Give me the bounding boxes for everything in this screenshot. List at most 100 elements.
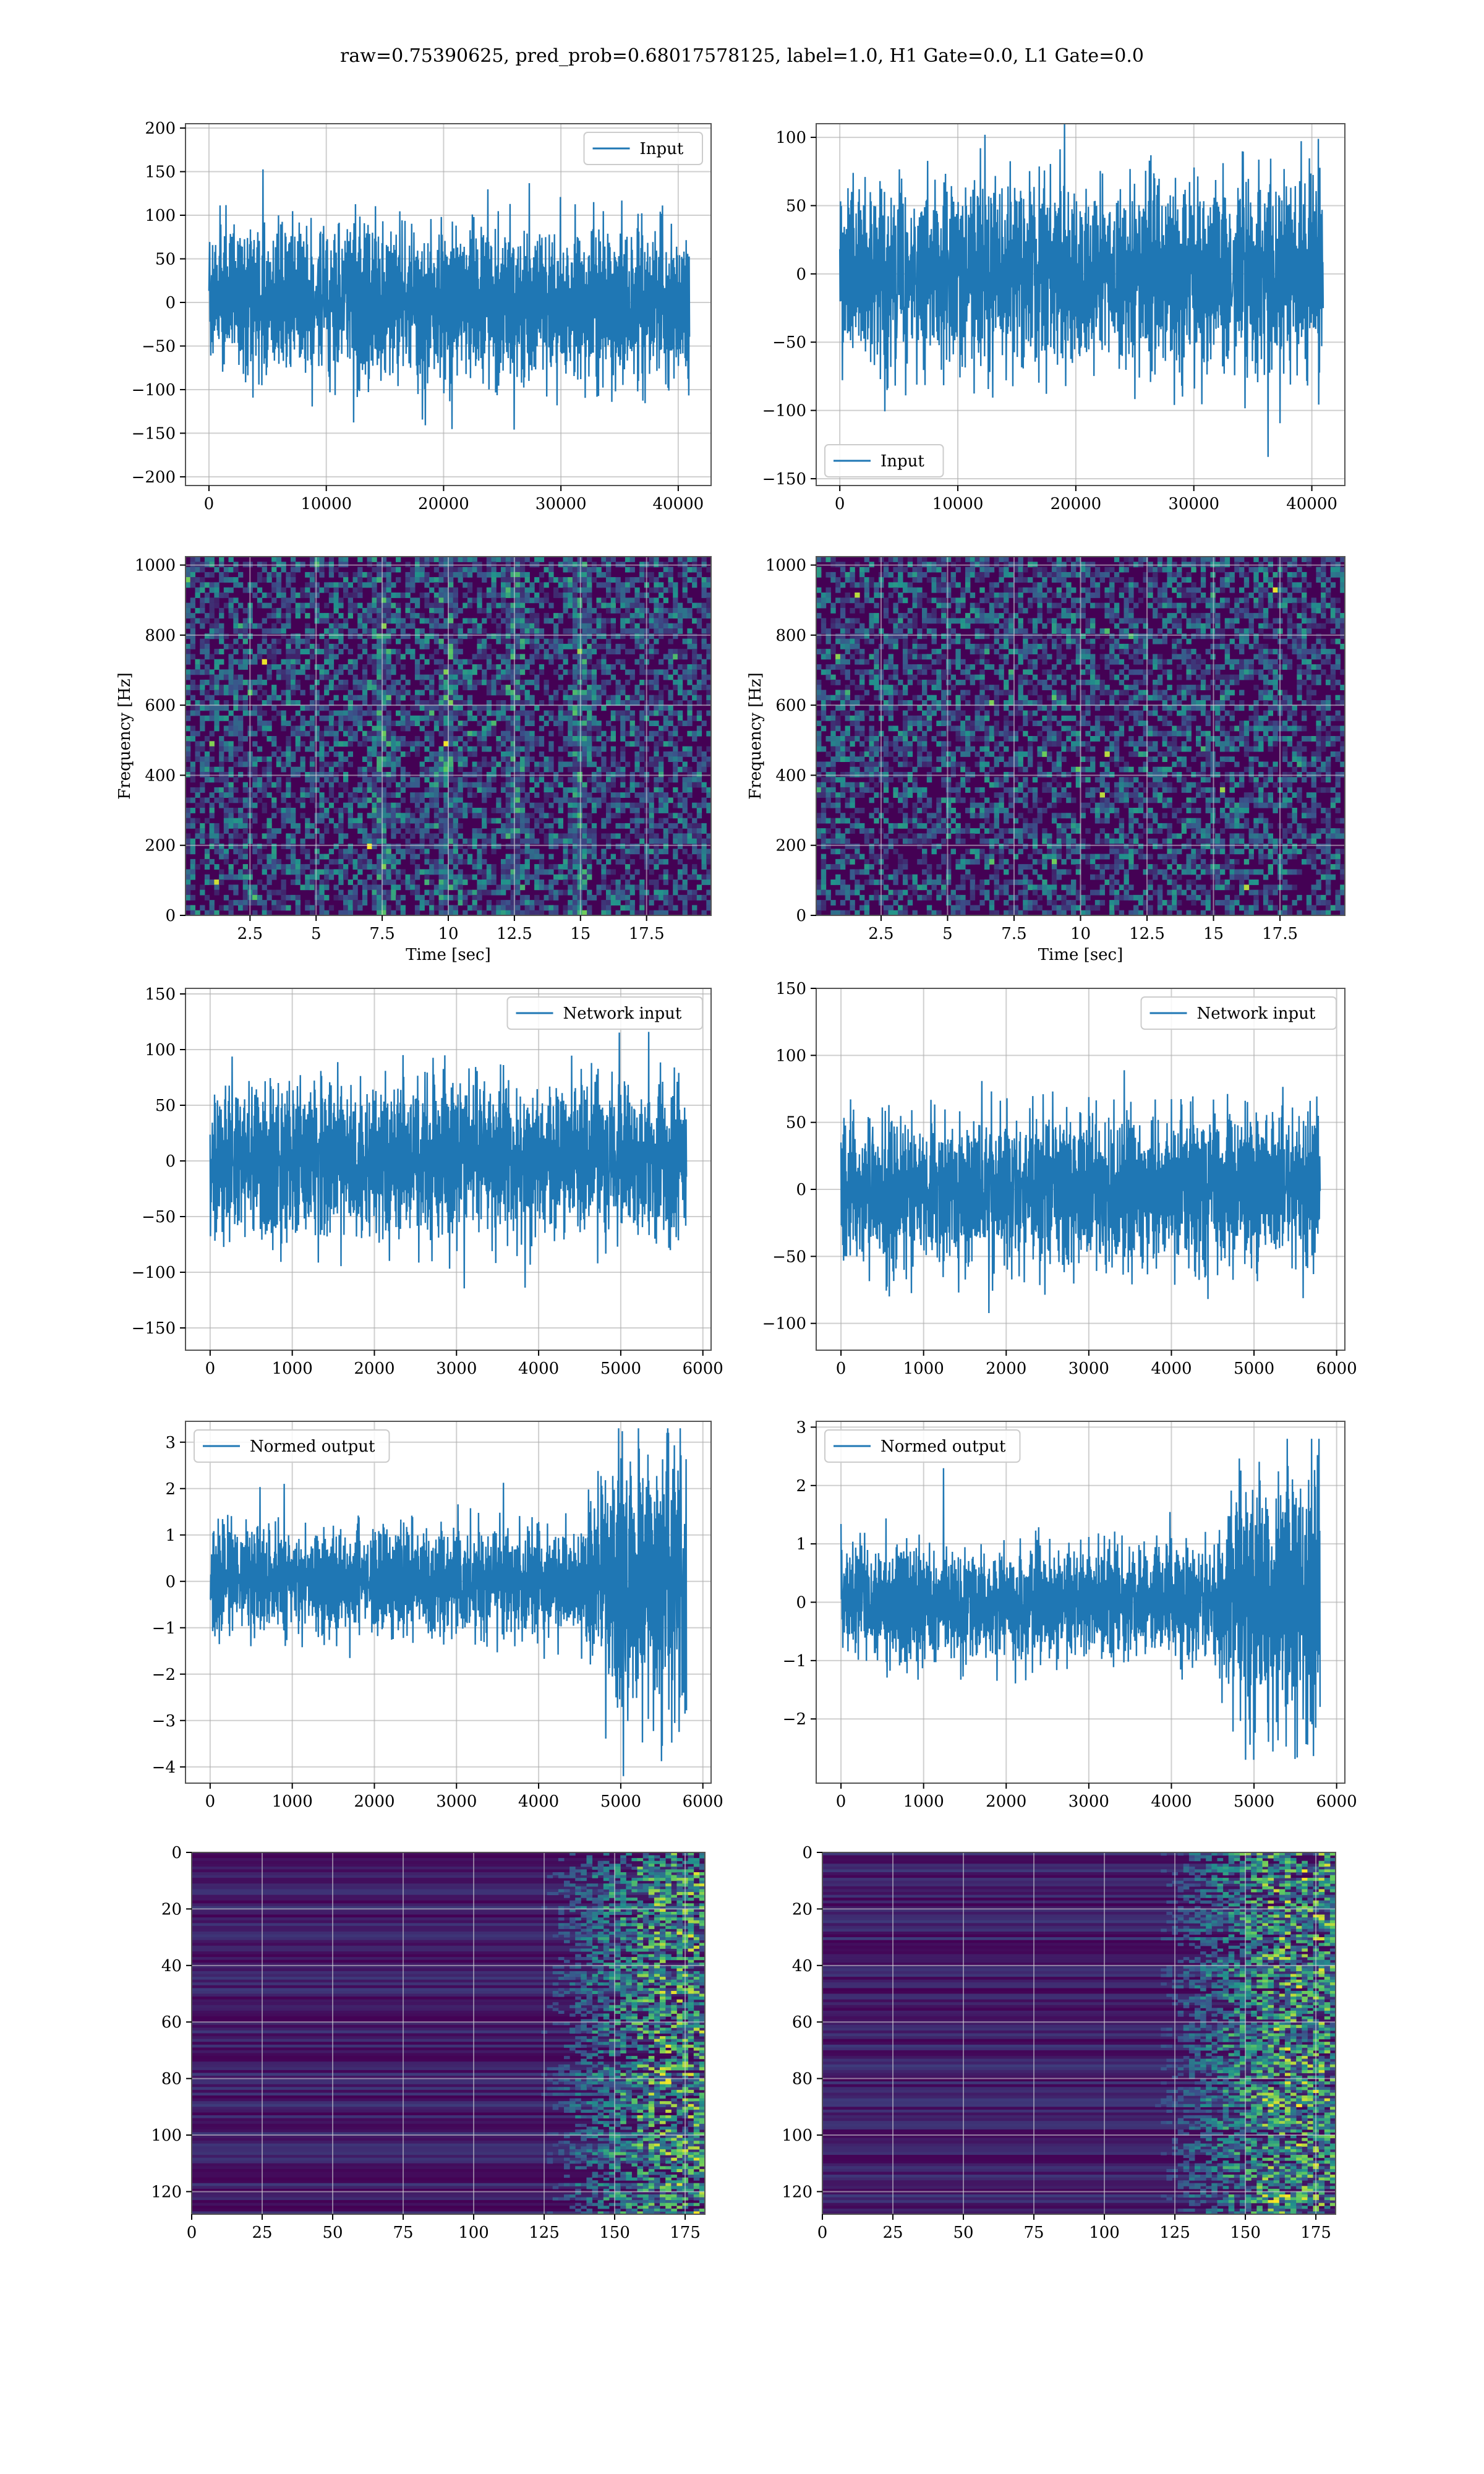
l1-spectrogram-cell [825, 649, 831, 654]
h1-spectrogram-cell [563, 659, 568, 665]
h1-spectrogram-cell [262, 726, 267, 732]
h1-spectrogram-cell [668, 654, 673, 660]
h1-spectrogram-cell [696, 761, 702, 768]
h1-spectrogram-cell [319, 730, 325, 737]
h1-spectrogram-cell [496, 797, 501, 803]
h1-spectrogram-cell [501, 607, 506, 614]
h1-spectrogram-cell [343, 715, 349, 721]
h1-spectrogram-cell [438, 782, 444, 788]
h1-spectrogram-cell [419, 808, 425, 813]
h1-spectrogram-cell [587, 751, 592, 757]
h1-spectrogram-cell [377, 618, 382, 624]
h1-spectrogram-cell [214, 880, 220, 885]
h1-spectrogram-cell [381, 557, 387, 562]
h1-spectrogram-cell [195, 577, 200, 583]
h1-spectrogram-cell [529, 905, 535, 911]
h1-spectrogram-cell [257, 894, 263, 901]
h1-spectrogram-cell [338, 597, 344, 604]
h1-spectrogram-cell [267, 756, 272, 762]
h1-spectrogram-cell [515, 761, 521, 768]
h1-spectrogram-cell [515, 802, 521, 808]
h1-spectrogram-cell [443, 833, 449, 839]
h1-spectrogram-cell [505, 905, 511, 911]
l1-spectrogram-axes: 2.5 5 7.5 10 12.5 15 17.502004006008001000Time… [746, 556, 1345, 964]
h1-spectrogram-cell [539, 910, 545, 915]
h1-spectrogram-cell [419, 823, 425, 829]
h1-spectrogram-cell [190, 695, 195, 701]
h1-spectrogram-cell [491, 690, 497, 696]
h1-spectrogram-cell [510, 905, 516, 911]
h1-spectrogram-cell [367, 761, 372, 768]
h1-spectrogram-cell [544, 690, 549, 696]
h1-spectrogram-cell [281, 864, 286, 870]
h1-spectrogram-cell [391, 721, 396, 726]
h1-spectrogram-cell [424, 787, 430, 793]
h1-spectrogram-cell [577, 618, 582, 624]
h1-spectrogram-cell [467, 602, 473, 609]
h1-spectrogram-cell [701, 858, 707, 865]
h1-spectrogram-cell [596, 628, 602, 634]
h1-spectrogram-ytick-label: 0 [165, 907, 176, 925]
h1-spectrogram-cell [233, 577, 239, 583]
l1-spectrogram-cell [821, 808, 827, 813]
h1-spectrogram-cell [410, 746, 416, 752]
h1-spectrogram-cell [438, 844, 444, 849]
h1-spectrogram-cell [692, 730, 697, 737]
h1-spectrogram-cell [501, 593, 506, 598]
h1-spectrogram-cell [577, 674, 582, 680]
h1-spectrogram-cell [291, 654, 296, 660]
h1-spectrogram-cell [696, 726, 702, 732]
h1-spectrogram-cell [300, 730, 305, 737]
h1-spectrogram-cell [214, 766, 220, 773]
h1-spectrogram-cell [333, 587, 339, 593]
h1-spectrogram-cell [639, 741, 645, 747]
h1-spectrogram-cell [610, 602, 616, 609]
h1-spectrogram-cell [510, 613, 516, 618]
h1-spectrogram-cell [405, 602, 411, 609]
h1-spectrogram-cell [433, 802, 440, 808]
h1-spectrogram-cell [233, 679, 239, 685]
h1-spectrogram-cell [242, 700, 248, 706]
h1-spectrogram-cell [568, 910, 573, 915]
h1-spectrogram-cell [539, 741, 545, 747]
h1-spectrogram-cell [448, 777, 454, 783]
l1-spectrogram-cell [816, 571, 822, 578]
h1-spectrogram-cell [357, 613, 363, 618]
h1-spectrogram-cell [472, 833, 477, 839]
h1-spectrogram-cell [386, 649, 391, 654]
h1-spectrogram-cell [219, 787, 224, 793]
h1-spectrogram-cell [606, 884, 612, 891]
h1-spectrogram-cell [377, 705, 382, 711]
h1-spectrogram-cell [677, 736, 683, 742]
h1-spectrogram-cell [186, 844, 191, 849]
h1-spectrogram-cell [491, 833, 497, 839]
h1-input-xtick-label: 30000 [535, 495, 587, 513]
h1-spectrogram-cell [692, 838, 697, 844]
h1-spectrogram-cell [362, 685, 368, 690]
h1-spectrogram-cell [352, 710, 358, 716]
h1-spectrogram-cell [271, 664, 277, 670]
h1-spectrogram-cell [372, 557, 377, 562]
h1-spectrogram-cell [286, 597, 291, 604]
h1-spectrogram-cell [625, 787, 631, 793]
h1-spectrogram-cell [582, 854, 587, 860]
h1-spectrogram-cell [195, 741, 200, 747]
h1-spectrogram-cell [305, 582, 310, 588]
h1-spectrogram-cell [558, 797, 563, 803]
h1-spectrogram-cell [190, 577, 195, 583]
h1-spectrogram-cell [219, 659, 224, 665]
h1-spectrogram-cell [238, 721, 244, 726]
h1-spectrogram-cell [677, 833, 683, 839]
h1-spectrogram-cell [367, 654, 372, 660]
h1-spectrogram-cell [649, 900, 654, 905]
h1-spectrogram-cell [271, 889, 277, 896]
h1-spectrogram-cell [649, 695, 654, 701]
h1-spectrogram-cell [414, 705, 420, 711]
h1-spectrogram-cell [510, 910, 516, 915]
h1-spectrogram-cell [572, 751, 578, 757]
h1-spectrogram-cell [673, 884, 678, 891]
h1-spectrogram-cell [482, 618, 487, 624]
h1-spectrogram-cell [568, 730, 573, 737]
h1-spectrogram-cell [682, 761, 688, 768]
h1-spectrogram-cell [505, 884, 511, 891]
